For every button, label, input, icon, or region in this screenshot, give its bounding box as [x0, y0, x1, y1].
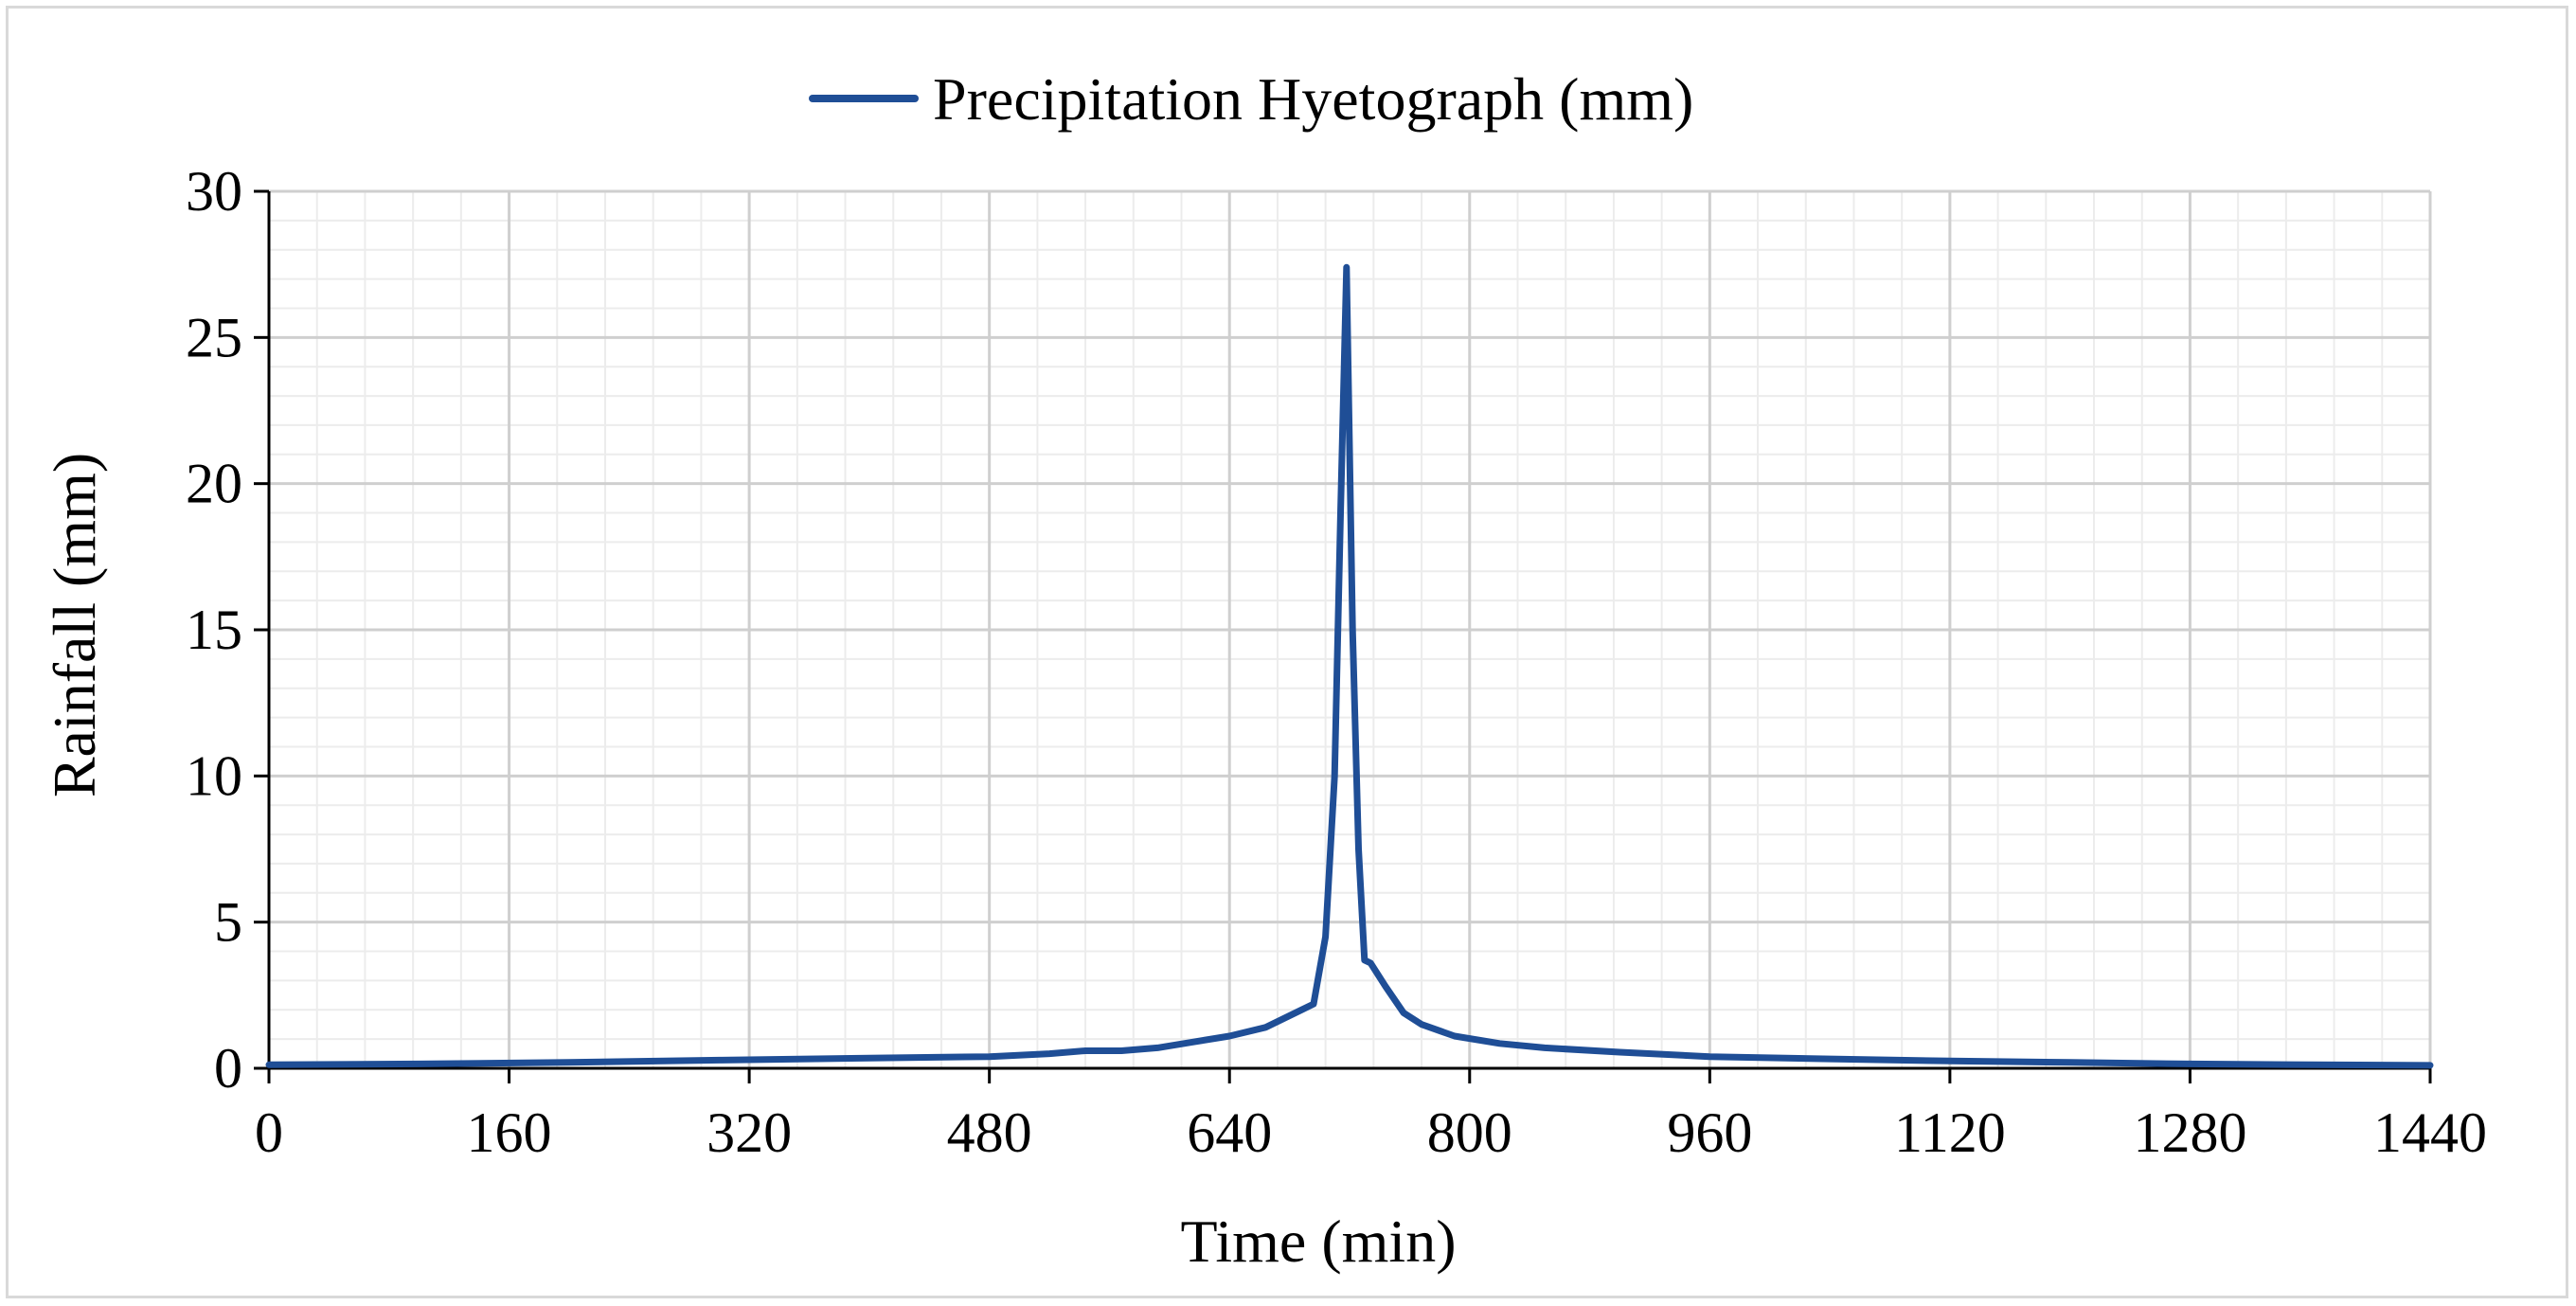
- y-axis-tick-labels: 0 5 10 15 20 25 30: [186, 160, 242, 1100]
- axes: [254, 189, 2432, 1083]
- y-tick-label: 25: [186, 306, 242, 368]
- x-tick-label: 160: [467, 1101, 552, 1164]
- y-tick-label: 15: [186, 599, 242, 661]
- y-tick-label: 20: [186, 453, 242, 515]
- series-line-precipitation-hyetograph: [265, 263, 2434, 1069]
- legend: Precipitation Hyetograph (mm): [809, 65, 1693, 133]
- y-axis-title: Rainfall (mm): [41, 453, 108, 797]
- x-tick-label: 1280: [2133, 1101, 2246, 1164]
- x-tick-label: 960: [1667, 1101, 1752, 1164]
- x-tick-label: 320: [707, 1101, 792, 1164]
- x-tick-label: 0: [255, 1101, 283, 1164]
- x-axis-title: Time (min): [1181, 1208, 1457, 1275]
- y-tick-label: 10: [186, 744, 242, 807]
- y-tick-label: 0: [214, 1037, 242, 1100]
- x-tick-label: 1120: [1894, 1101, 2006, 1164]
- x-tick-label: 640: [1187, 1101, 1272, 1164]
- y-tick-label: 30: [186, 160, 242, 223]
- x-axis-tick-labels: 0 160 320 480 640 800 960 1120 1280 1440: [255, 1101, 2487, 1164]
- y-tick-label: 5: [214, 891, 242, 954]
- legend-label: Precipitation Hyetograph (mm): [933, 65, 1693, 133]
- x-tick-label: 1440: [2373, 1101, 2487, 1164]
- series-layer: [265, 263, 2434, 1069]
- x-tick-label: 480: [947, 1101, 1032, 1164]
- x-tick-label: 800: [1427, 1101, 1512, 1164]
